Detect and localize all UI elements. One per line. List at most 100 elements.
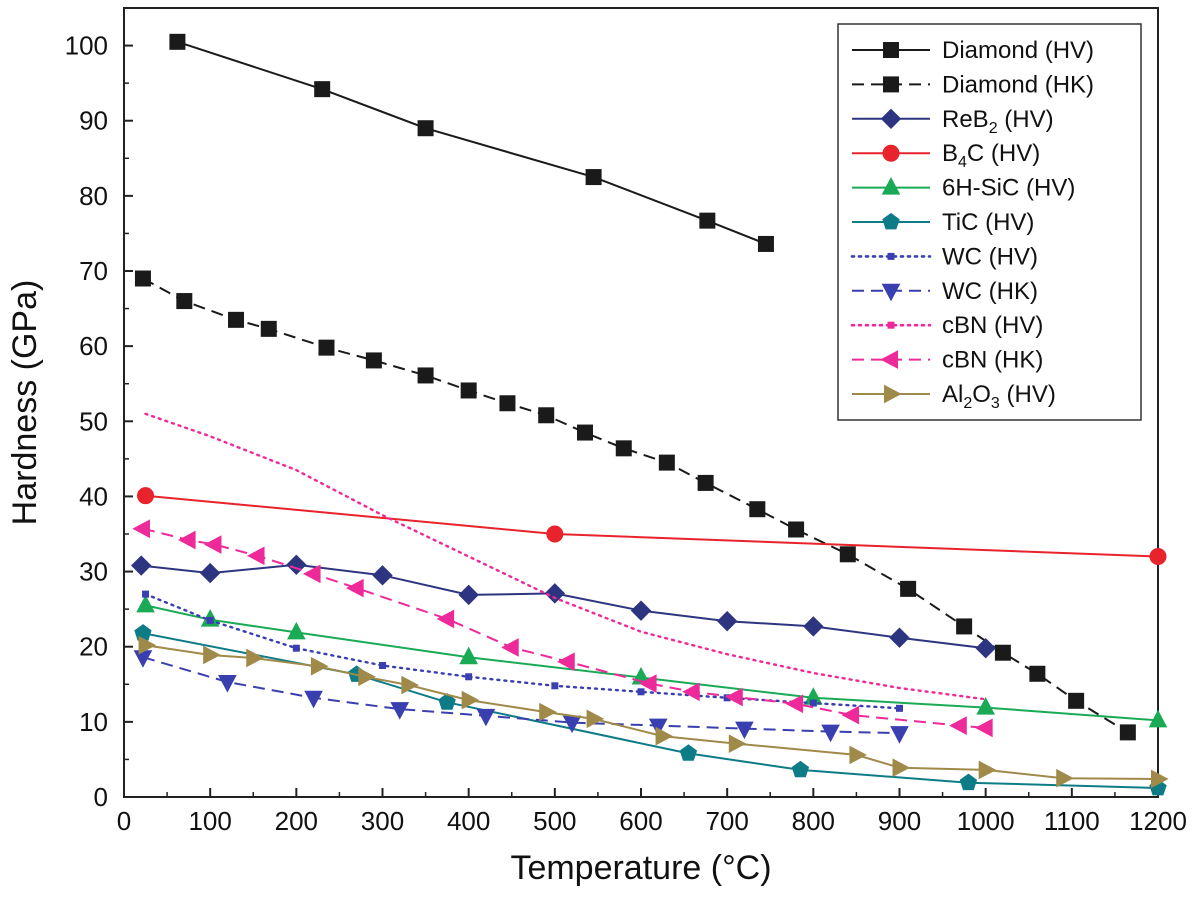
- y-tick-label: 50: [79, 406, 108, 436]
- data-point: [228, 311, 245, 328]
- data-point: [538, 407, 555, 424]
- series-line: [142, 656, 900, 735]
- data-point: [546, 525, 564, 543]
- data-point: [246, 546, 265, 566]
- legend-label-part: C (HV): [967, 140, 1040, 167]
- legend-item: ReB2 (HV): [852, 106, 1054, 137]
- data-point: [576, 424, 593, 441]
- legend-swatch-marker: [883, 42, 899, 58]
- data-point: [892, 758, 911, 778]
- data-point: [318, 339, 335, 356]
- legend-item: TiC (HV): [852, 209, 1034, 236]
- series-line: [145, 644, 1159, 780]
- legend: Diamond (HV)Diamond (HK)ReB2 (HV)B4C (HV…: [837, 23, 1142, 421]
- legend-label-part: 3: [991, 395, 1000, 412]
- data-point: [785, 694, 804, 714]
- data-point: [725, 687, 743, 707]
- series-reb2-hv: [131, 554, 996, 659]
- data-point: [169, 33, 186, 50]
- data-point: [975, 638, 996, 659]
- data-point: [757, 235, 774, 252]
- data-point: [499, 395, 516, 412]
- data-point: [539, 702, 557, 722]
- data-point: [218, 675, 237, 693]
- data-point: [615, 440, 632, 457]
- x-tick-label: 500: [533, 806, 576, 836]
- series-line: [145, 494, 1159, 558]
- legend-item: cBN (HK): [852, 347, 1043, 374]
- x-tick-label: 1000: [957, 806, 1015, 836]
- legend-label: Diamond (HV): [942, 37, 1094, 64]
- legend-swatch-marker: [881, 177, 901, 195]
- x-tick-label: 800: [792, 806, 835, 836]
- data-point: [458, 584, 479, 606]
- data-point: [849, 745, 867, 765]
- data-point: [949, 716, 967, 735]
- data-point: [557, 652, 575, 672]
- data-point: [639, 674, 657, 693]
- legend-swatch-marker: [881, 283, 901, 302]
- series-diamond-hk: [134, 270, 1136, 741]
- data-point: [401, 675, 419, 695]
- series-line: [142, 527, 986, 729]
- data-point: [788, 521, 805, 538]
- data-point: [142, 590, 150, 598]
- data-point: [346, 578, 364, 598]
- data-point: [304, 690, 323, 709]
- data-point: [176, 293, 193, 310]
- legend-item: cBN (HV): [850, 312, 1043, 339]
- data-point: [976, 697, 995, 715]
- y-tick-label: 40: [79, 481, 108, 511]
- y-tick-label: 100: [65, 31, 108, 61]
- data-point: [134, 624, 152, 641]
- data-point: [791, 760, 810, 778]
- series-cbn-hk: [132, 519, 993, 738]
- data-point: [841, 705, 860, 725]
- x-tick-label: 700: [705, 806, 748, 836]
- legend-item: Diamond (HK): [852, 71, 1094, 98]
- data-point: [1056, 768, 1074, 788]
- data-point: [682, 682, 700, 702]
- data-point: [809, 699, 817, 707]
- data-point: [138, 635, 157, 655]
- legend-item: Al2O3 (HV): [852, 381, 1056, 412]
- data-point: [365, 352, 382, 369]
- data-point: [544, 583, 566, 604]
- data-point: [699, 212, 716, 229]
- series-diamond-hv: [169, 33, 774, 252]
- legend-label-part: ReB: [942, 106, 989, 133]
- x-tick-label: 300: [361, 806, 404, 836]
- legend-label: Al2O3 (HV): [942, 381, 1056, 412]
- x-tick-label: 100: [188, 806, 231, 836]
- series-line: [145, 604, 1159, 722]
- data-point: [292, 644, 300, 652]
- data-point: [246, 648, 264, 668]
- data-point: [959, 773, 978, 791]
- data-point: [839, 546, 856, 563]
- legend-label-part: cBN (HK): [942, 347, 1043, 374]
- data-point: [821, 724, 840, 743]
- y-tick-label: 60: [79, 331, 108, 361]
- legend-label-part: 6H-SiC (HV): [942, 175, 1075, 202]
- series-line: [141, 563, 986, 650]
- data-point: [206, 616, 214, 624]
- legend-label-part: 2: [989, 120, 998, 137]
- legend-swatch-marker: [882, 144, 900, 162]
- x-tick-label: 1100: [1044, 806, 1100, 836]
- data-point: [1148, 709, 1168, 728]
- data-point: [630, 600, 652, 621]
- legend-label-part: (HV): [998, 106, 1054, 133]
- data-point: [900, 580, 917, 597]
- legend-label-part: 4: [958, 154, 967, 171]
- data-point: [260, 320, 277, 337]
- legend-item: 6H-SiC (HV): [852, 175, 1075, 202]
- data-point: [134, 270, 151, 287]
- legend-label-part: O: [972, 381, 991, 408]
- data-point: [655, 726, 674, 746]
- series-wc-hk: [133, 650, 909, 744]
- data-point: [1151, 769, 1169, 789]
- legend-label: cBN (HV): [942, 312, 1043, 339]
- y-tick-label: 90: [79, 106, 108, 136]
- x-tick-label: 0: [117, 806, 131, 836]
